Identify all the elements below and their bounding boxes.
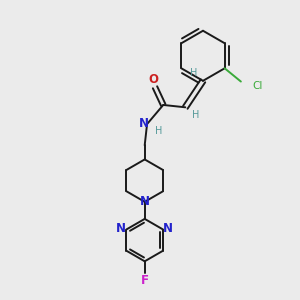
Text: N: N <box>139 117 148 130</box>
Text: H: H <box>190 68 197 78</box>
Text: F: F <box>141 274 149 287</box>
Text: O: O <box>148 74 158 86</box>
Text: N: N <box>116 221 126 235</box>
Text: H: H <box>192 110 199 120</box>
Text: H: H <box>154 126 162 136</box>
Text: N: N <box>140 195 150 208</box>
Text: Cl: Cl <box>252 81 262 91</box>
Text: N: N <box>164 221 173 235</box>
